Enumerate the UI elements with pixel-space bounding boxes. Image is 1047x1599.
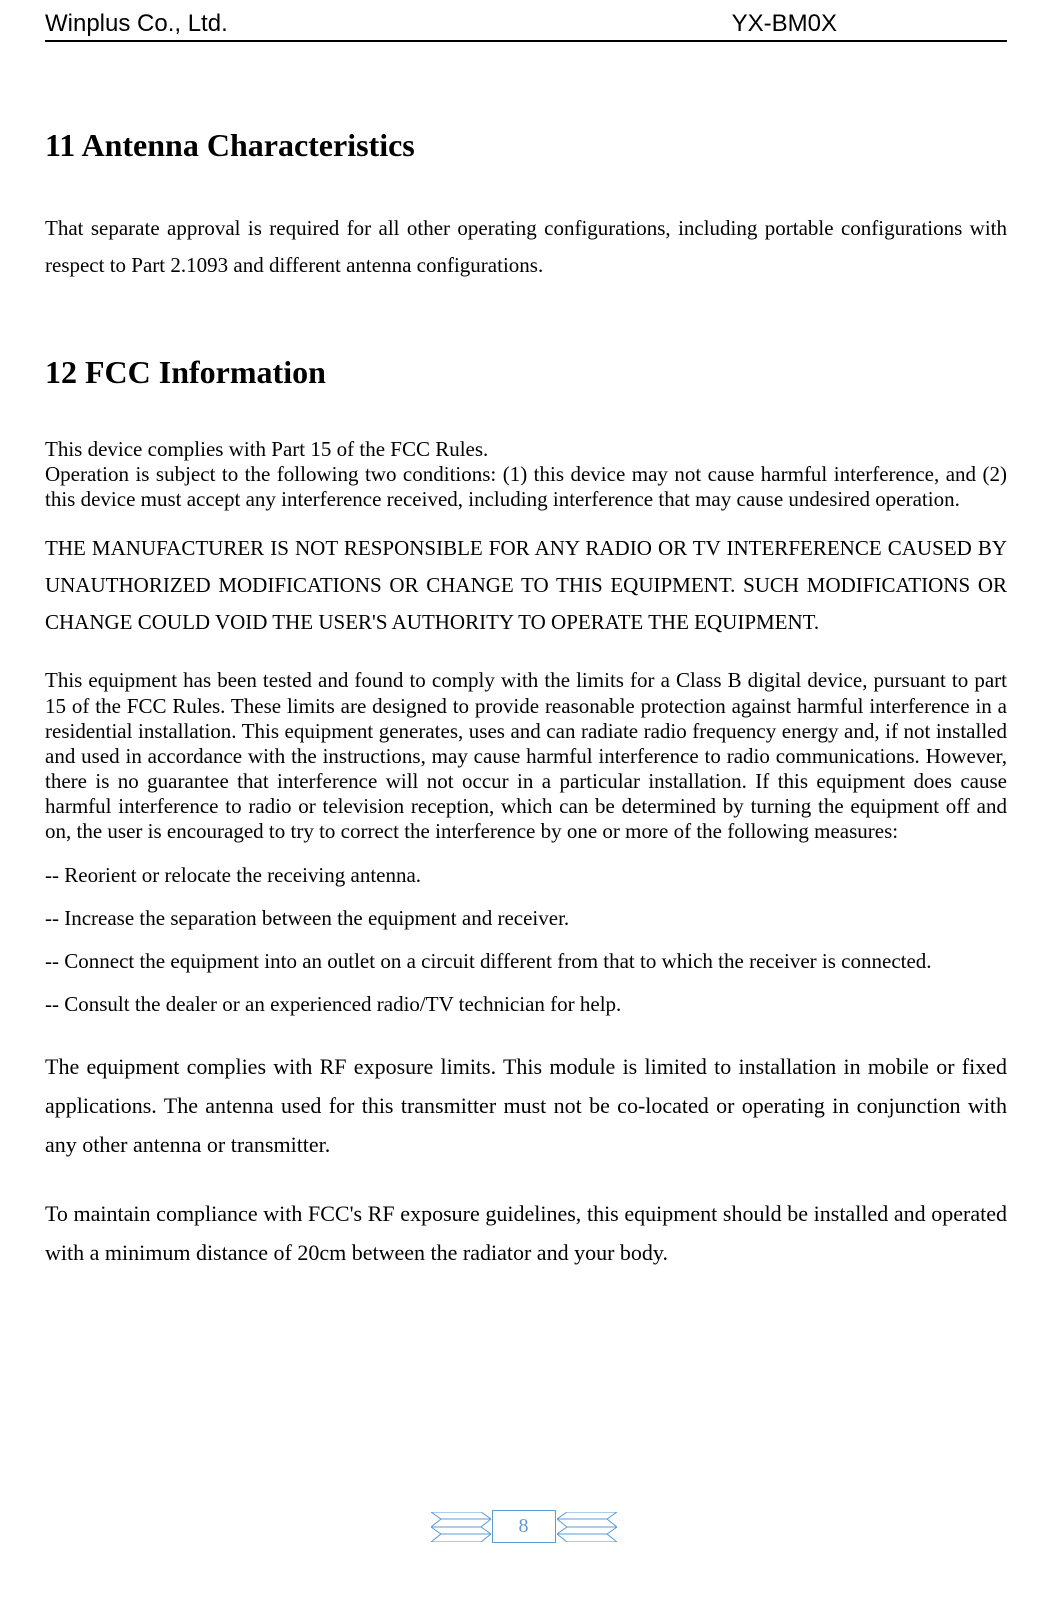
document-page: Winplus Co., Ltd. YX-BM0X 11 Antenna Cha… bbox=[0, 0, 1047, 1272]
fcc-operation-para: Operation is subject to the following tw… bbox=[45, 462, 1007, 512]
page-header: Winplus Co., Ltd. YX-BM0X bbox=[45, 10, 1007, 42]
ribbon-left-icon bbox=[431, 1512, 491, 1542]
header-model: YX-BM0X bbox=[732, 10, 1007, 38]
antenna-paragraph: That separate approval is required for a… bbox=[45, 210, 1007, 284]
page-number: 8 bbox=[519, 1515, 529, 1537]
fcc-rf-para-1: The equipment complies with RF exposure … bbox=[45, 1047, 1007, 1164]
fcc-measure-4: -- Consult the dealer or an experienced … bbox=[45, 992, 1007, 1017]
header-company: Winplus Co., Ltd. bbox=[45, 10, 228, 38]
section-title-antenna: 11 Antenna Characteristics bbox=[45, 127, 1007, 164]
fcc-measure-2: -- Increase the separation between the e… bbox=[45, 906, 1007, 931]
fcc-manufacturer-notice: THE MANUFACTURER IS NOT RESPONSIBLE FOR … bbox=[45, 530, 1007, 640]
fcc-rf-para-2: To maintain compliance with FCC's RF exp… bbox=[45, 1194, 1007, 1272]
fcc-compliance-line: This device complies with Part 15 of the… bbox=[45, 437, 1007, 462]
fcc-measure-1: -- Reorient or relocate the receiving an… bbox=[45, 863, 1007, 888]
page-number-box: 8 bbox=[492, 1510, 556, 1543]
fcc-measure-3: -- Connect the equipment into an outlet … bbox=[45, 949, 1007, 974]
section-title-fcc: 12 FCC Information bbox=[45, 354, 1007, 391]
ribbon-right-icon bbox=[557, 1512, 617, 1542]
fcc-classb-para: This equipment has been tested and found… bbox=[45, 668, 1007, 844]
page-number-container: 8 bbox=[0, 1510, 1047, 1543]
